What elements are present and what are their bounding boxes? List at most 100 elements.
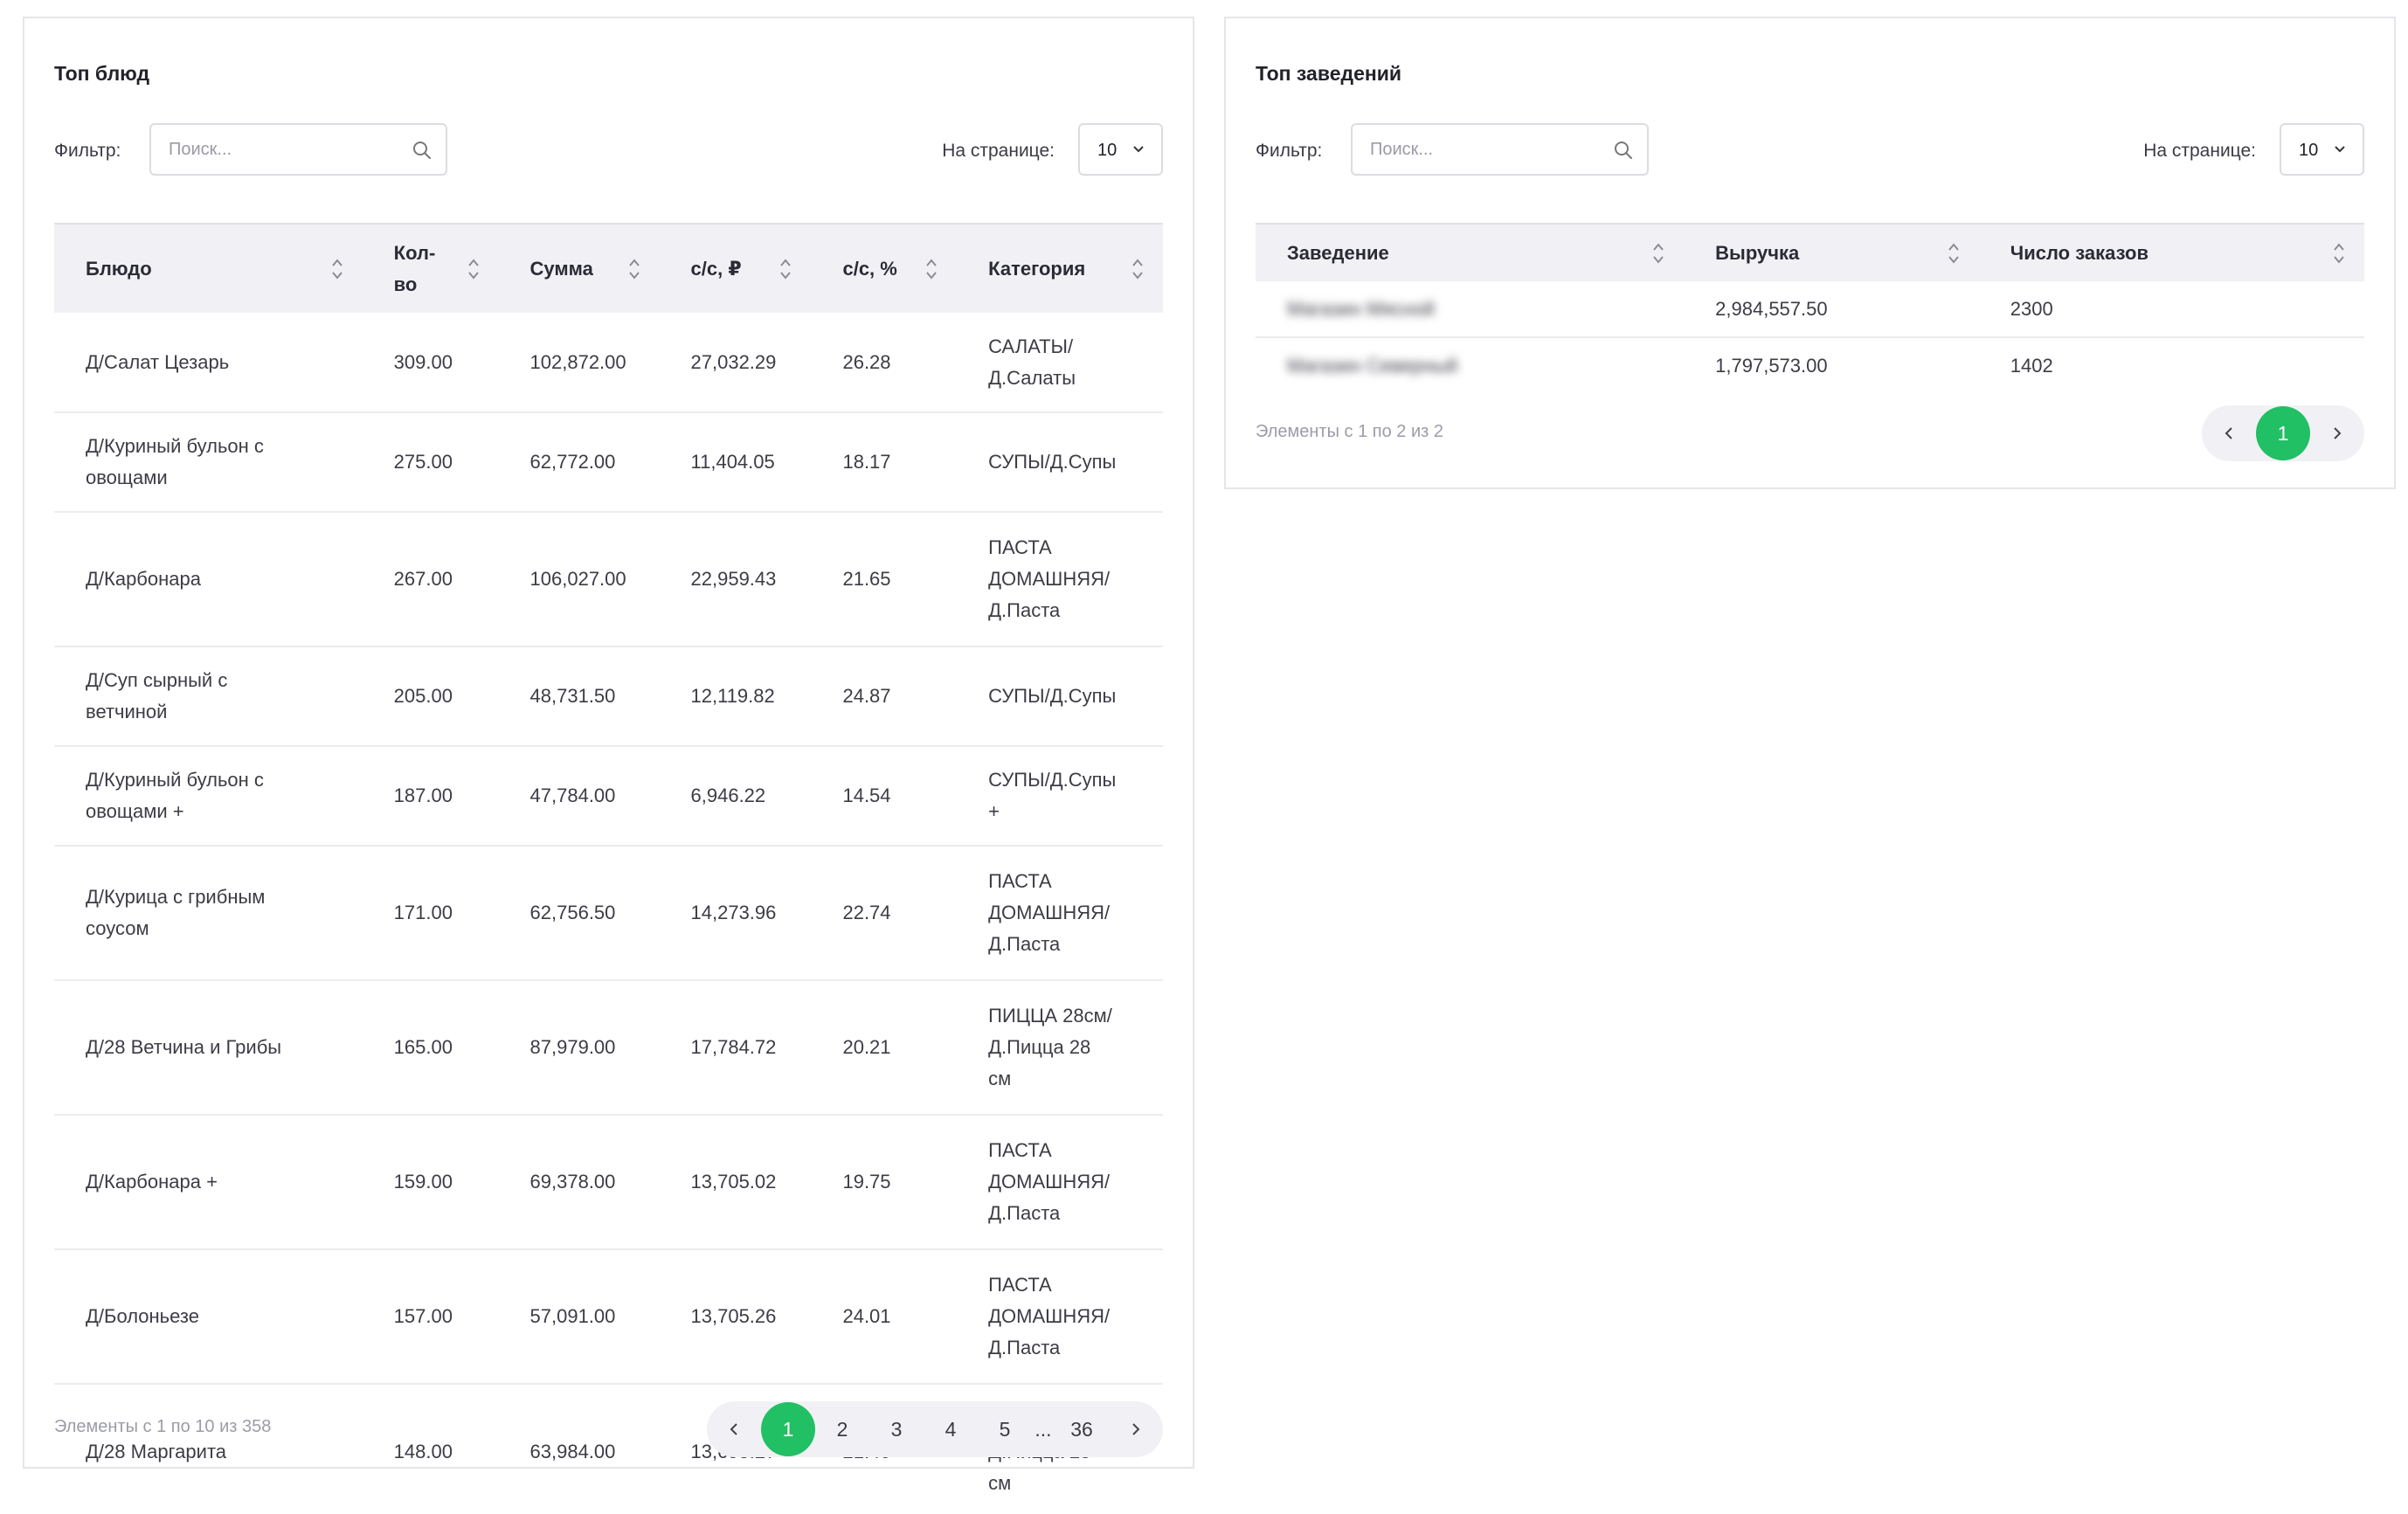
dish-name-cell: Д/28 Ветчина и Грибы [54, 980, 363, 1116]
chevron-right-icon [2334, 427, 2342, 439]
cell-cost-pct: 18.17 [811, 412, 958, 513]
dish-name: Д/28 Маргарита [86, 1440, 227, 1462]
column-header[interactable]: Блюдо [54, 223, 363, 313]
dish-name: ветчиной [86, 701, 168, 722]
dish-name-cell: Д/Курица с грибным соусом [54, 846, 363, 981]
cell-qty: 165.00 [362, 980, 499, 1116]
sort-icon[interactable] [1131, 258, 1144, 280]
table-row[interactable]: Д/Куриный бульон с овощами 275.00 62,772.00… [54, 412, 1163, 513]
per-page-select[interactable]: 10 [1078, 123, 1163, 176]
sort-icon[interactable] [467, 258, 480, 280]
category: Д.Салаты [988, 366, 1076, 389]
cell-sum: 57,091.00 [498, 1249, 660, 1385]
category-cell: ПАСТА ДОМАШНЯЯ/Д.Паста [957, 1115, 1163, 1250]
search-input[interactable] [1370, 125, 1606, 174]
search-icon[interactable] [1614, 141, 1633, 160]
column-header[interactable]: Выручка [1684, 223, 1979, 281]
search-field[interactable] [1351, 123, 1649, 176]
table-row[interactable]: Д/Куриный бульон с овощами + 187.00 47,784.… [54, 746, 1163, 847]
cell-sum: 106,027.00 [498, 512, 660, 647]
table-row[interactable]: Д/Суп сырный с ветчиной 205.00 48,731.50 12,… [54, 646, 1163, 747]
sort-icon[interactable] [925, 258, 938, 280]
sort-icon[interactable] [628, 258, 640, 280]
table-row[interactable]: Д/Салат Цезарь 309.00 102,872.00 27,032.29 2… [54, 313, 1163, 413]
column-header[interactable]: с/с, ₽ [659, 223, 812, 313]
page-button-3[interactable]: 3 [890, 1417, 903, 1441]
per-page-select[interactable]: 10 [2280, 123, 2364, 176]
table-row[interactable]: Д/Курица с грибным соусом 171.00 62,756.50 1… [54, 846, 1163, 981]
filter-label: Фильтр: [1256, 141, 1323, 161]
category: ДОМАШНЯЯ/ [988, 902, 1111, 923]
category: см [988, 1471, 1012, 1494]
column-header[interactable]: с/с, % [811, 223, 958, 313]
next-page-button[interactable] [2310, 406, 2364, 460]
pagination-info: Элементы с 1 по 2 из 2 [1256, 422, 1443, 441]
venues-table: Заведение Выручка Число заказов Магазин Мя… [1256, 223, 2364, 393]
venue-name: Магазин Мясной [1256, 281, 1685, 338]
table-row[interactable]: Д/Карбонара 267.00 106,027.00 22,959.43 21.6… [54, 512, 1163, 647]
search-input[interactable] [169, 125, 405, 174]
prev-page-button[interactable] [2202, 406, 2256, 460]
sort-icon[interactable] [2333, 242, 2345, 265]
category: ДОМАШНЯЯ/ [988, 1305, 1111, 1327]
category: ПАСТА [988, 1139, 1052, 1161]
column-header[interactable]: Число заказов [1978, 223, 2364, 281]
page-button-1[interactable]: 1 [2256, 406, 2310, 460]
column-header[interactable]: Заведение [1256, 223, 1685, 281]
column-header-label: Сумма [529, 257, 593, 280]
sort-icon[interactable] [1652, 242, 1664, 265]
sort-icon[interactable] [779, 258, 792, 280]
cell-sum: 63,984.00 [529, 1440, 616, 1462]
category: САЛАТЫ/ [988, 335, 1074, 357]
table-row[interactable]: Д/28 Ветчина и Грибы 165.00 87,979.00 17,78… [54, 980, 1163, 1116]
table-row[interactable]: Д/Болоньезе 157.00 57,091.00 13,705.26 24.01… [54, 1249, 1163, 1385]
page-button-5[interactable]: 5 [999, 1417, 1011, 1441]
sort-icon[interactable] [1948, 242, 1960, 265]
column-header[interactable]: Сумма [498, 223, 660, 313]
cell-sum: 62,772.00 [498, 412, 660, 513]
page-button-1[interactable]: 1 [761, 1402, 815, 1456]
top-dishes-card: Топ блюд Фильтр: На странице: 10 Блюдо Ко… [23, 17, 1194, 1494]
dish-name: овощами + [86, 800, 184, 822]
column-header[interactable]: Кол-во [362, 223, 499, 313]
search-icon[interactable] [412, 141, 432, 160]
table-row[interactable]: Магазин Северный 1,797,573.00 1402 [1256, 337, 2364, 393]
cell-qty: 148.00 [393, 1440, 453, 1462]
cell-cost-rub: 11,404.05 [659, 412, 812, 513]
column-header[interactable]: Категория [957, 223, 1163, 313]
cell-revenue: 2,984,557.50 [1684, 281, 1979, 338]
cell-sum: 48,731.50 [498, 646, 660, 747]
chevron-right-icon [1132, 1423, 1140, 1435]
category: ПАСТА [988, 1274, 1052, 1296]
cell-cost-pct: 26.28 [811, 313, 958, 413]
dish-name-cell: Д/Куриный бульон с овощами + [54, 746, 363, 847]
column-header-label: Число заказов [2010, 241, 2149, 264]
cell-sum: 87,979.00 [498, 980, 660, 1116]
next-page-button[interactable] [1109, 1402, 1163, 1456]
cell-cost-pct: 21.65 [811, 512, 958, 647]
category-cell: САЛАТЫ/Д.Салаты [957, 313, 1163, 413]
column-header-label: с/с, ₽ [690, 257, 742, 280]
cell-cost-pct: 24.01 [811, 1249, 958, 1385]
cell-qty: 159.00 [362, 1115, 499, 1250]
category-cell: СУПЫ/Д.Супы + [957, 746, 1163, 847]
category: СУПЫ/Д.Супы [988, 451, 1117, 473]
dish-name: соусом [86, 917, 149, 939]
per-page-value: 10 [2299, 141, 2319, 160]
page-button-2[interactable]: 2 [836, 1417, 848, 1441]
prev-page-button[interactable] [707, 1402, 761, 1456]
cell-cost-rub: 17,784.72 [659, 980, 812, 1116]
sort-icon[interactable] [331, 258, 343, 280]
table-row[interactable]: Магазин Мясной 2,984,557.50 2300 [1256, 281, 2364, 338]
dish-name-cell: Д/Куриный бульон с овощами [54, 412, 363, 513]
cell-qty: 309.00 [362, 313, 499, 413]
table-row[interactable]: Д/Карбонара + 159.00 69,378.00 13,705.02 19.… [54, 1115, 1163, 1250]
dish-name: Д/Карбонара + [86, 1171, 218, 1193]
cell-qty: 171.00 [362, 846, 499, 981]
cell-cost-pct: 22.74 [811, 846, 958, 981]
page-button-4[interactable]: 4 [945, 1417, 957, 1441]
page-button-last[interactable]: 36 [1070, 1417, 1093, 1441]
search-field[interactable] [149, 123, 447, 176]
column-header-label: во [393, 273, 418, 295]
per-page-value: 10 [1097, 141, 1118, 160]
